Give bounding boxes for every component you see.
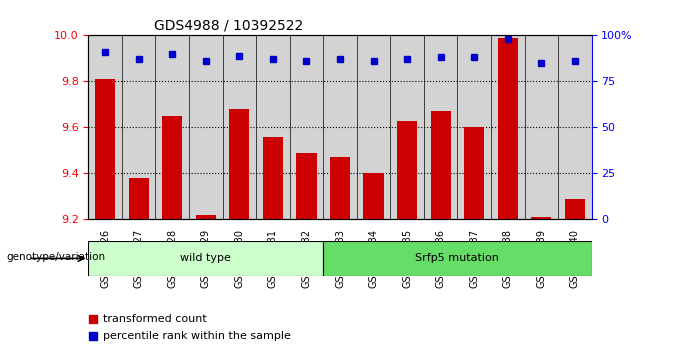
Text: genotype/variation: genotype/variation [7,252,106,262]
Bar [296,153,316,219]
Bar [531,217,551,219]
Bar [263,137,283,219]
Text: transformed count: transformed count [103,314,207,324]
FancyBboxPatch shape [88,241,323,276]
Bar [129,178,149,219]
Bar [565,199,585,219]
Text: wild type: wild type [180,253,231,263]
Text: percentile rank within the sample: percentile rank within the sample [103,331,291,341]
Bar [196,215,216,219]
Text: GDS4988 / 10392522: GDS4988 / 10392522 [154,19,303,33]
Bar [464,127,484,219]
Bar [163,116,182,219]
Bar [498,38,517,219]
FancyBboxPatch shape [323,241,592,276]
Bar [229,109,250,219]
Bar [397,120,417,219]
Bar [430,111,451,219]
Bar [95,79,115,219]
Bar [330,157,350,219]
Bar [364,173,384,219]
Text: Srfp5 mutation: Srfp5 mutation [415,253,499,263]
